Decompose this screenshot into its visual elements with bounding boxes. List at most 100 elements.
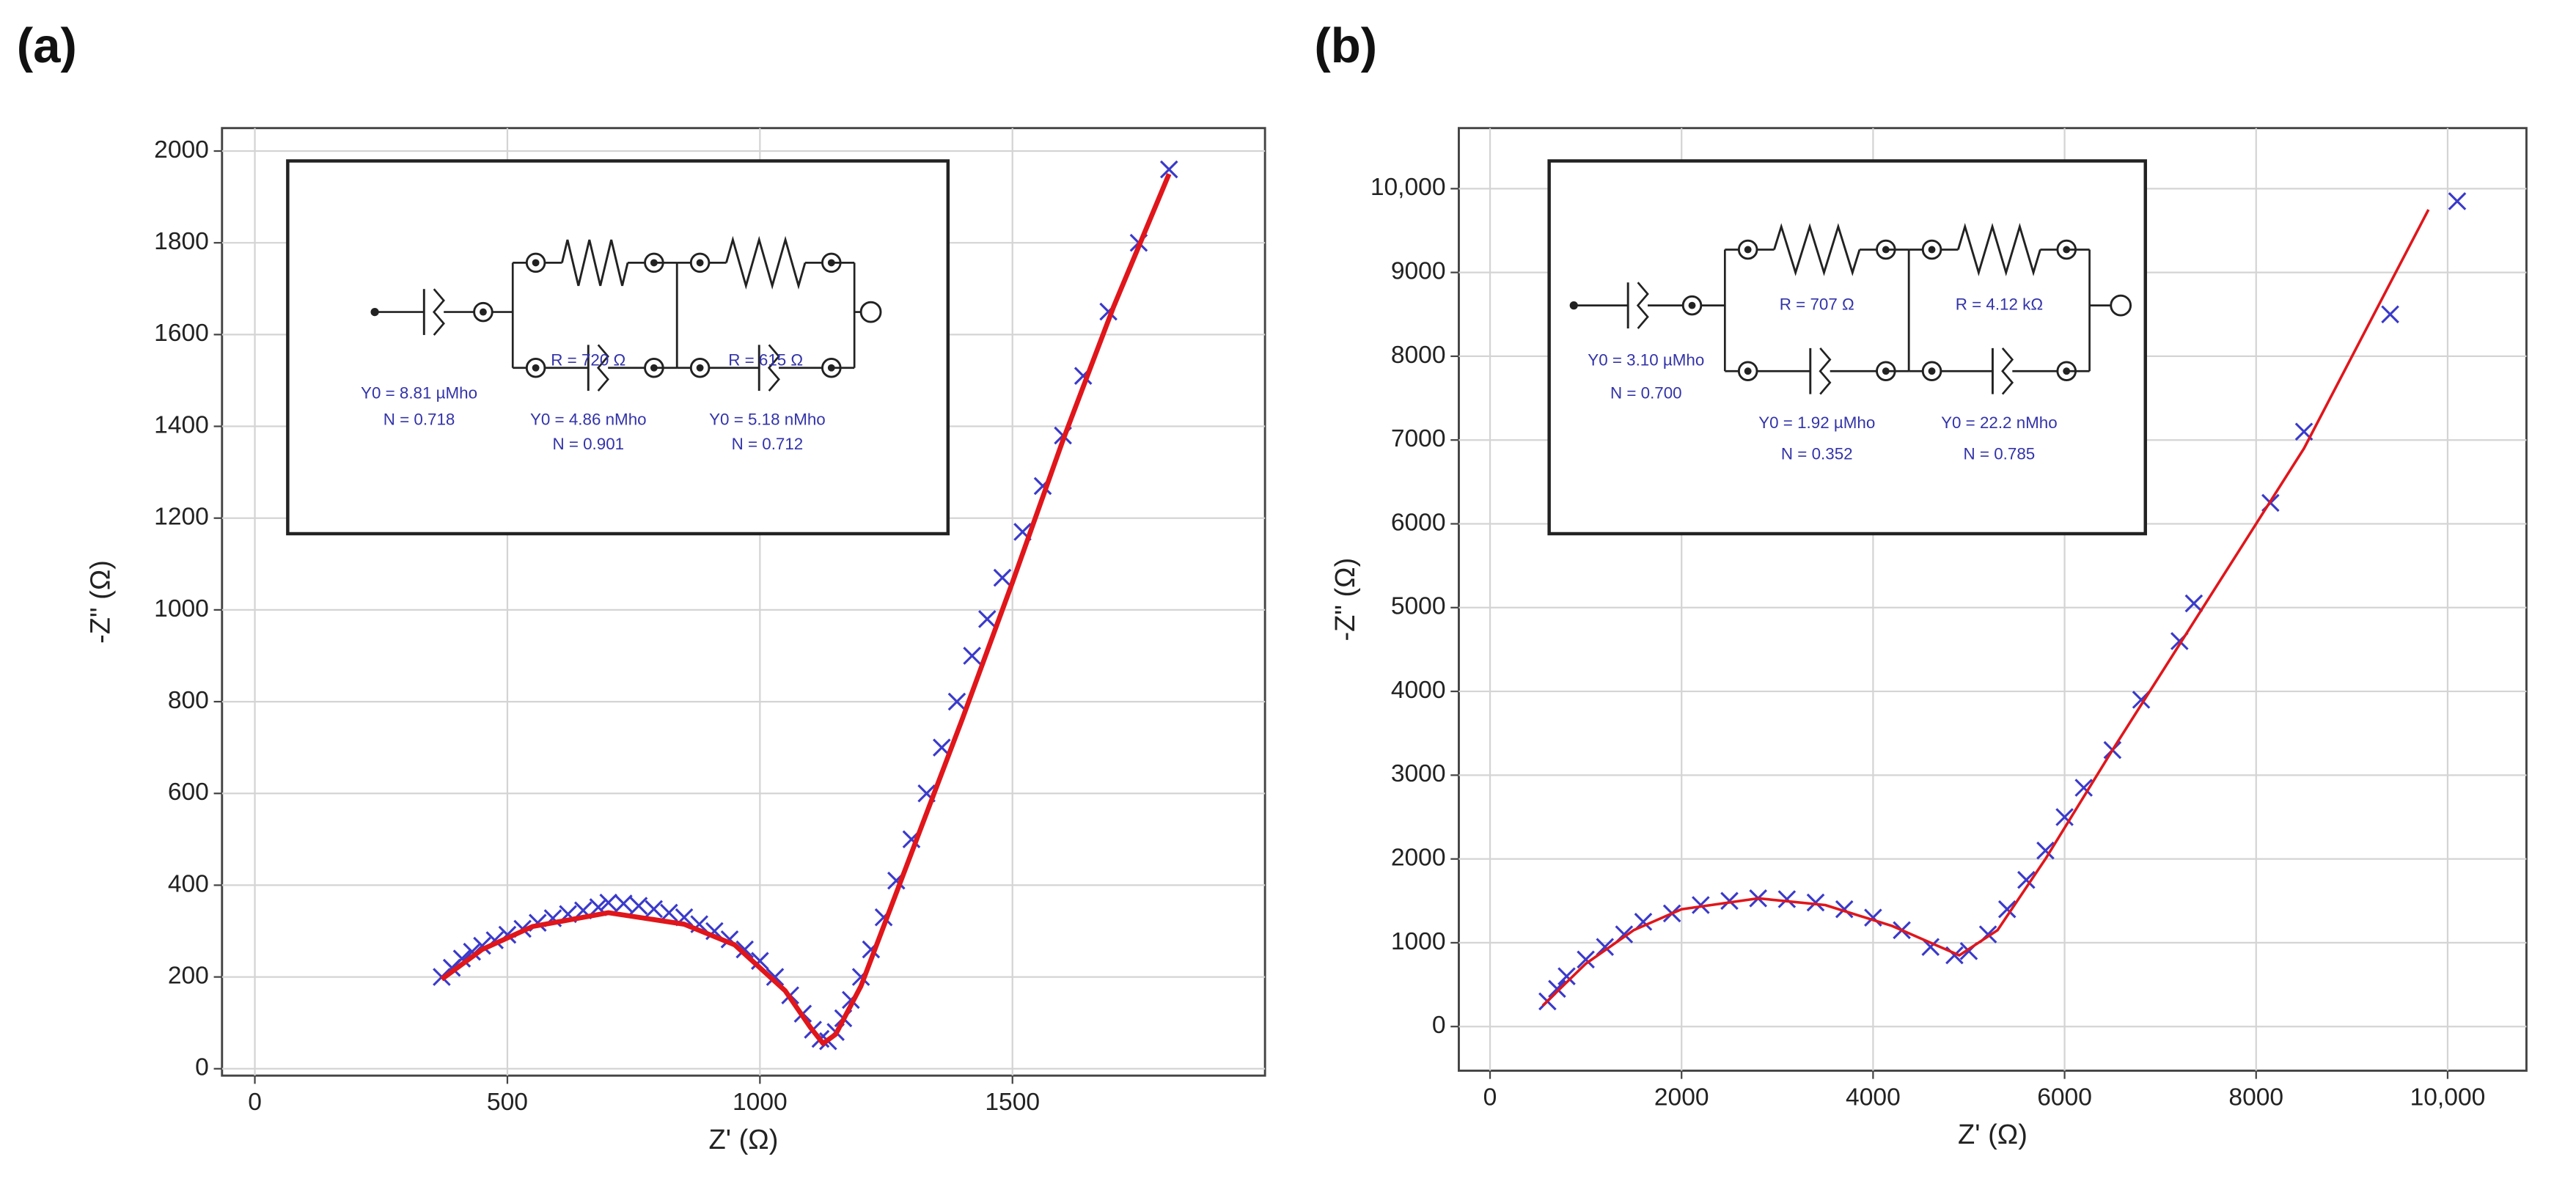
- data-point: [1720, 891, 1739, 911]
- y-tick-label: 2000: [154, 136, 209, 163]
- resistor: [725, 235, 807, 290]
- inset-label: N = 0.712: [732, 435, 804, 453]
- data-point: [645, 900, 664, 919]
- panel-label: (a): [17, 18, 77, 73]
- data-point: [963, 647, 981, 665]
- inset-label: Y0 = 8.81 µMho: [361, 384, 477, 402]
- resistor: [1773, 223, 1861, 276]
- data-point: [2381, 305, 2399, 324]
- y-tick-label: 2000: [1391, 845, 1446, 872]
- data-point: [1806, 893, 1825, 912]
- y-tick-label: 7000: [1391, 425, 1446, 452]
- data-point: [629, 897, 648, 915]
- circuit-start: [1569, 301, 1578, 310]
- data-point: [1548, 979, 1566, 999]
- data-point: [614, 894, 633, 913]
- data-point: [2184, 594, 2203, 613]
- y-tick-label: 5000: [1391, 593, 1446, 620]
- x-tick-label: 0: [1483, 1084, 1497, 1111]
- data-point: [1692, 896, 1710, 914]
- y-tick-label: 800: [168, 687, 209, 714]
- data-point: [993, 568, 1012, 587]
- y-tick-label: 1200: [154, 504, 209, 531]
- data-point: [1997, 900, 2017, 919]
- cpe-symbol: [767, 344, 780, 391]
- inset-label: R = 615 Ω: [728, 351, 803, 369]
- inset-label: Y0 = 4.86 nMho: [530, 410, 647, 428]
- y-tick-label: 1400: [154, 411, 209, 438]
- y-axis-label: -Z" (Ω): [85, 560, 116, 644]
- data-point: [977, 610, 997, 628]
- circuit-node-dot: [696, 259, 704, 267]
- circuit-node-dot: [479, 308, 487, 316]
- y-tick-label: 8000: [1391, 342, 1446, 369]
- x-tick-label: 500: [487, 1089, 528, 1116]
- circuit-node-dot: [650, 364, 658, 372]
- x-tick-label: 1500: [985, 1089, 1040, 1116]
- inset-label: Y0 = 3.10 µMho: [1588, 351, 1704, 369]
- data-point: [735, 940, 754, 959]
- data-point: [751, 952, 769, 971]
- data-point: [2017, 870, 2036, 889]
- cpe-symbol: [1819, 347, 1832, 395]
- data-point: [2036, 841, 2055, 860]
- chart: (b) 0 2000 4000 6000 8000 10,000 0 1000 2000 3000 4…: [1314, 18, 2528, 1150]
- circuit-node-dot: [532, 364, 540, 372]
- data-point: [1159, 160, 1178, 179]
- circuit-node-dot: [1928, 246, 1936, 254]
- y-tick-label: 600: [168, 779, 209, 806]
- data-point: [1835, 900, 1854, 919]
- circuit-node-dot: [1688, 301, 1696, 309]
- y-tick-label: 0: [195, 1054, 209, 1081]
- data-point: [599, 893, 618, 912]
- data-point: [2448, 192, 2467, 210]
- circuit-node-dot: [1744, 367, 1752, 375]
- circuit-end: [859, 301, 882, 323]
- resistor: [561, 239, 629, 287]
- data-point: [2074, 779, 2093, 797]
- inset-label: Y0 = 1.92 µMho: [1758, 413, 1875, 432]
- inset-label: N = 0.901: [552, 435, 624, 453]
- data-point: [2055, 808, 2074, 826]
- circuit-node-dot: [696, 364, 704, 372]
- inset-label: R = 707 Ω: [1780, 295, 1854, 314]
- cpe-symbol: [2001, 347, 2014, 395]
- panel-label: (b): [1314, 18, 1377, 73]
- circuit-node-dot: [532, 259, 540, 267]
- y-tick-label: 400: [168, 870, 209, 897]
- x-tick-label: 6000: [2037, 1084, 2092, 1111]
- x-tick-label: 2000: [1654, 1084, 1709, 1111]
- data-point: [1577, 950, 1595, 969]
- y-tick-label: 6000: [1391, 509, 1446, 536]
- inset-label: Y0 = 5.18 nMho: [709, 410, 826, 428]
- data-point: [1596, 938, 1615, 956]
- x-axis-label: Z' (Ω): [1958, 1119, 2028, 1150]
- data-point: [1777, 890, 1797, 908]
- x-tick-label: 4000: [1846, 1084, 1901, 1111]
- circuit-node-dot: [1744, 246, 1752, 254]
- y-tick-label: 1000: [1391, 928, 1446, 955]
- data-point: [1557, 967, 1576, 985]
- fit-line: [440, 173, 1172, 1046]
- y-tick-label: 1000: [154, 595, 209, 622]
- inset-box: [1547, 159, 2147, 536]
- y-tick-label: 3000: [1391, 760, 1446, 787]
- x-tick-label: 8000: [2228, 1084, 2283, 1111]
- data-point: [766, 968, 785, 986]
- inset-box: [286, 159, 950, 536]
- y-axis-label: -Z" (Ω): [1330, 558, 1361, 641]
- x-tick-label: 0: [248, 1089, 262, 1116]
- inset-label: N = 0.352: [1781, 444, 1853, 463]
- y-tick-label: 4000: [1391, 677, 1446, 704]
- fit-line: [1541, 209, 2430, 1007]
- inset-label: R = 4.12 kΩ: [1956, 295, 2043, 314]
- y-tick-label: 0: [1432, 1012, 1446, 1039]
- circuit-node-dot: [650, 259, 658, 267]
- resistor: [1957, 223, 2041, 276]
- circuit-node-dot: [1928, 367, 1936, 375]
- inset-label: N = 0.700: [1610, 384, 1682, 402]
- inset-label: N = 0.718: [384, 410, 455, 428]
- cpe-symbol: [596, 344, 609, 391]
